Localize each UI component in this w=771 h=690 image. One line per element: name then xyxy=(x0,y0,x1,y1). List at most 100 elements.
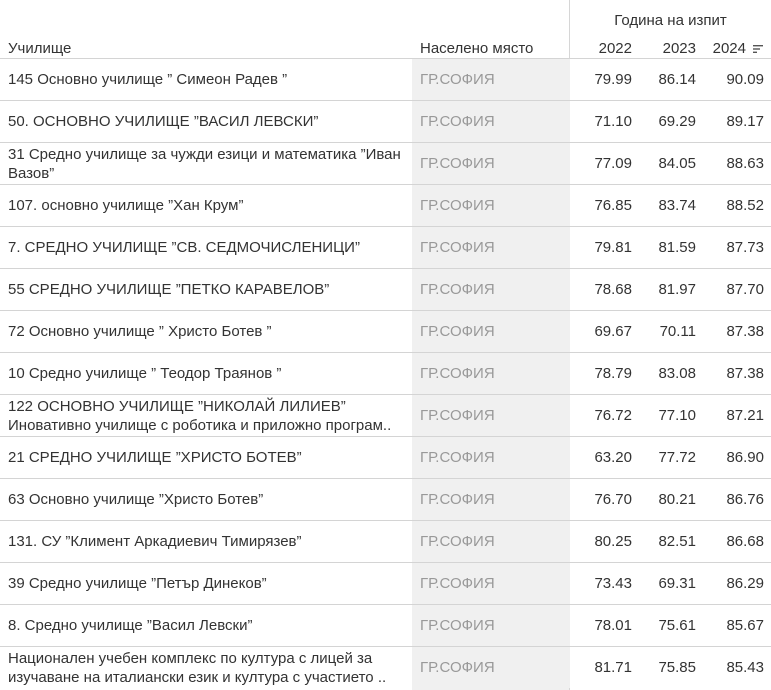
table-row[interactable]: 131. СУ ”Климент Аркадиевич Тимирязев” ГР… xyxy=(0,520,771,562)
school-name: 39 Средно училище ”Петър Динеков” xyxy=(8,575,267,592)
school-name: 122 ОСНОВНО УЧИЛИЩЕ ”НИКОЛАЙ ЛИЛИЕВ” Ино… xyxy=(8,397,392,434)
school-name-cell: 7. СРЕДНО УЧИЛИЩЕ ”СВ. СЕДМОЧИСЛЕНИЦИ” xyxy=(8,227,408,268)
place-cell: ГР.СОФИЯ xyxy=(412,437,570,478)
table-row[interactable]: 21 СРЕДНО УЧИЛИЩЕ ”ХРИСТО БОТЕВ” ГР.СОФИЯ… xyxy=(0,436,771,478)
score-2024-cell: 87.21 xyxy=(726,407,764,424)
table-row[interactable]: Национален учебен комплекс по култура с … xyxy=(0,646,771,688)
school-name: 145 Основно училище ” Симеон Радев ” xyxy=(8,71,288,88)
school-name-cell: 39 Средно училище ”Петър Динеков” xyxy=(8,563,408,604)
table-row[interactable]: 10 Средно училище ” Теодор Траянов ” ГР.С… xyxy=(0,352,771,394)
score-2023-cell: 81.59 xyxy=(658,239,696,256)
score-2024-cell: 85.43 xyxy=(726,659,764,676)
score-2022-cell: 78.01 xyxy=(594,617,632,634)
score-2024-cell: 86.29 xyxy=(726,575,764,592)
score-2022-cell: 81.71 xyxy=(594,659,632,676)
table-row[interactable]: 63 Основно училище ”Христо Ботев” ГР.СОФИ… xyxy=(0,478,771,520)
place-column-header[interactable]: Населено място xyxy=(420,40,534,57)
score-2024-cell: 89.17 xyxy=(726,113,764,130)
school-name: 107. основно училище ”Хан Крум” xyxy=(8,197,244,214)
score-2022-cell: 79.99 xyxy=(594,71,632,88)
score-2023-cell: 80.21 xyxy=(658,491,696,508)
table-row[interactable]: 39 Средно училище ”Петър Динеков” ГР.СОФИ… xyxy=(0,562,771,604)
table-row[interactable]: 8. Средно училище ”Васил Левски” ГР.СОФИЯ… xyxy=(0,604,771,646)
score-2023-cell: 77.72 xyxy=(658,449,696,466)
school-name-cell: 50. ОСНОВНО УЧИЛИЩЕ ”ВАСИЛ ЛЕВСКИ” xyxy=(8,101,408,142)
place-cell: ГР.СОФИЯ xyxy=(412,521,570,562)
score-2022-cell: 78.79 xyxy=(594,365,632,382)
school-name-cell: 72 Основно училище ” Христо Ботев ” xyxy=(8,311,408,352)
score-2023-cell: 69.31 xyxy=(658,575,696,592)
school-name-cell: 145 Основно училище ” Симеон Радев ” xyxy=(8,59,408,100)
school-name: 72 Основно училище ” Христо Ботев ” xyxy=(8,323,272,340)
year-group-header: Година на изпит xyxy=(614,12,727,29)
school-name: 7. СРЕДНО УЧИЛИЩЕ ”СВ. СЕДМОЧИСЛЕНИЦИ” xyxy=(8,239,360,256)
school-name-cell: 55 СРЕДНО УЧИЛИЩЕ ”ПЕТКО КАРАВЕЛОВ” xyxy=(8,269,408,310)
score-2023-cell: 83.74 xyxy=(658,197,696,214)
table-row[interactable]: 7. СРЕДНО УЧИЛИЩЕ ”СВ. СЕДМОЧИСЛЕНИЦИ” ГР… xyxy=(0,226,771,268)
table-row[interactable]: 122 ОСНОВНО УЧИЛИЩЕ ”НИКОЛАЙ ЛИЛИЕВ” Ино… xyxy=(0,394,771,436)
score-2024-cell: 87.38 xyxy=(726,365,764,382)
table-row[interactable]: 31 Средно училище за чужди езици и матем… xyxy=(0,142,771,184)
school-name-cell: 122 ОСНОВНО УЧИЛИЩЕ ”НИКОЛАЙ ЛИЛИЕВ” Ино… xyxy=(8,395,408,436)
school-name: 21 СРЕДНО УЧИЛИЩЕ ”ХРИСТО БОТЕВ” xyxy=(8,449,302,466)
school-name: 10 Средно училище ” Теодор Траянов ” xyxy=(8,365,282,382)
score-2024-cell: 86.68 xyxy=(726,533,764,550)
place-cell: ГР.СОФИЯ xyxy=(412,605,570,646)
table-row[interactable]: 145 Основно училище ” Симеон Радев ” ГР.С… xyxy=(0,58,771,100)
score-2023-cell: 83.08 xyxy=(658,365,696,382)
score-2024-cell: 85.67 xyxy=(726,617,764,634)
table-header: Година на изпит Училище Населено място 2… xyxy=(0,0,771,58)
score-2024-cell: 87.70 xyxy=(726,281,764,298)
school-name-cell: 21 СРЕДНО УЧИЛИЩЕ ”ХРИСТО БОТЕВ” xyxy=(8,437,408,478)
table-row[interactable]: 55 СРЕДНО УЧИЛИЩЕ ”ПЕТКО КАРАВЕЛОВ” ГР.СО… xyxy=(0,268,771,310)
score-2023-cell: 69.29 xyxy=(658,113,696,130)
score-2022-cell: 76.72 xyxy=(594,407,632,424)
place-cell: ГР.СОФИЯ xyxy=(412,563,570,604)
score-2024-cell: 90.09 xyxy=(726,71,764,88)
school-name-cell: 31 Средно училище за чужди езици и матем… xyxy=(8,143,408,184)
school-name: 63 Основно училище ”Христо Ботев” xyxy=(8,491,264,508)
year-column-header-2023[interactable]: 2023 xyxy=(662,40,696,57)
table-row[interactable]: 72 Основно училище ” Христо Ботев ” ГР.СО… xyxy=(0,310,771,352)
score-2022-cell: 73.43 xyxy=(594,575,632,592)
place-cell: ГР.СОФИЯ xyxy=(412,353,570,394)
school-name: Национален учебен комплекс по култура с … xyxy=(8,649,387,686)
score-2023-cell: 75.61 xyxy=(658,617,696,634)
school-name-cell: 107. основно училище ”Хан Крум” xyxy=(8,185,408,226)
score-2022-cell: 76.85 xyxy=(594,197,632,214)
school-name: 8. Средно училище ”Васил Левски” xyxy=(8,617,253,634)
table-row[interactable]: 107. основно училище ”Хан Крум” ГР.СОФИЯ 7… xyxy=(0,184,771,226)
table-row[interactable]: 50. ОСНОВНО УЧИЛИЩЕ ”ВАСИЛ ЛЕВСКИ” ГР.СОФ… xyxy=(0,100,771,142)
place-cell: ГР.СОФИЯ xyxy=(412,395,570,436)
place-cell: ГР.СОФИЯ xyxy=(412,269,570,310)
place-cell: ГР.СОФИЯ xyxy=(412,59,570,100)
place-cell: ГР.СОФИЯ xyxy=(412,227,570,268)
score-2022-cell: 71.10 xyxy=(594,113,632,130)
school-name-cell: Национален учебен комплекс по култура с … xyxy=(8,647,408,688)
score-2023-cell: 81.97 xyxy=(658,281,696,298)
score-2024-cell: 87.38 xyxy=(726,323,764,340)
school-name-cell: 8. Средно училище ”Васил Левски” xyxy=(8,605,408,646)
score-2024-cell: 88.63 xyxy=(726,155,764,172)
place-cell: ГР.СОФИЯ xyxy=(412,479,570,520)
score-2024-cell: 86.76 xyxy=(726,491,764,508)
score-2022-cell: 79.81 xyxy=(594,239,632,256)
score-2022-cell: 69.67 xyxy=(594,323,632,340)
year-column-header-2024[interactable]: 2024 xyxy=(712,40,746,57)
sort-descending-icon[interactable] xyxy=(752,43,764,55)
score-2022-cell: 77.09 xyxy=(594,155,632,172)
school-name-cell: 10 Средно училище ” Теодор Траянов ” xyxy=(8,353,408,394)
score-2022-cell: 78.68 xyxy=(594,281,632,298)
school-name: 50. ОСНОВНО УЧИЛИЩЕ ”ВАСИЛ ЛЕВСКИ” xyxy=(8,113,319,130)
score-2024-cell: 86.90 xyxy=(726,449,764,466)
score-2023-cell: 86.14 xyxy=(658,71,696,88)
score-2023-cell: 84.05 xyxy=(658,155,696,172)
school-name-cell: 131. СУ ”Климент Аркадиевич Тимирязев” xyxy=(8,521,408,562)
score-2022-cell: 63.20 xyxy=(594,449,632,466)
school-name: 55 СРЕДНО УЧИЛИЩЕ ”ПЕТКО КАРАВЕЛОВ” xyxy=(8,281,330,298)
school-column-header[interactable]: Училище xyxy=(8,40,72,57)
table-body: 145 Основно училище ” Симеон Радев ” ГР.С… xyxy=(0,58,771,688)
score-2022-cell: 80.25 xyxy=(594,533,632,550)
year-column-header-2022[interactable]: 2022 xyxy=(598,40,632,57)
